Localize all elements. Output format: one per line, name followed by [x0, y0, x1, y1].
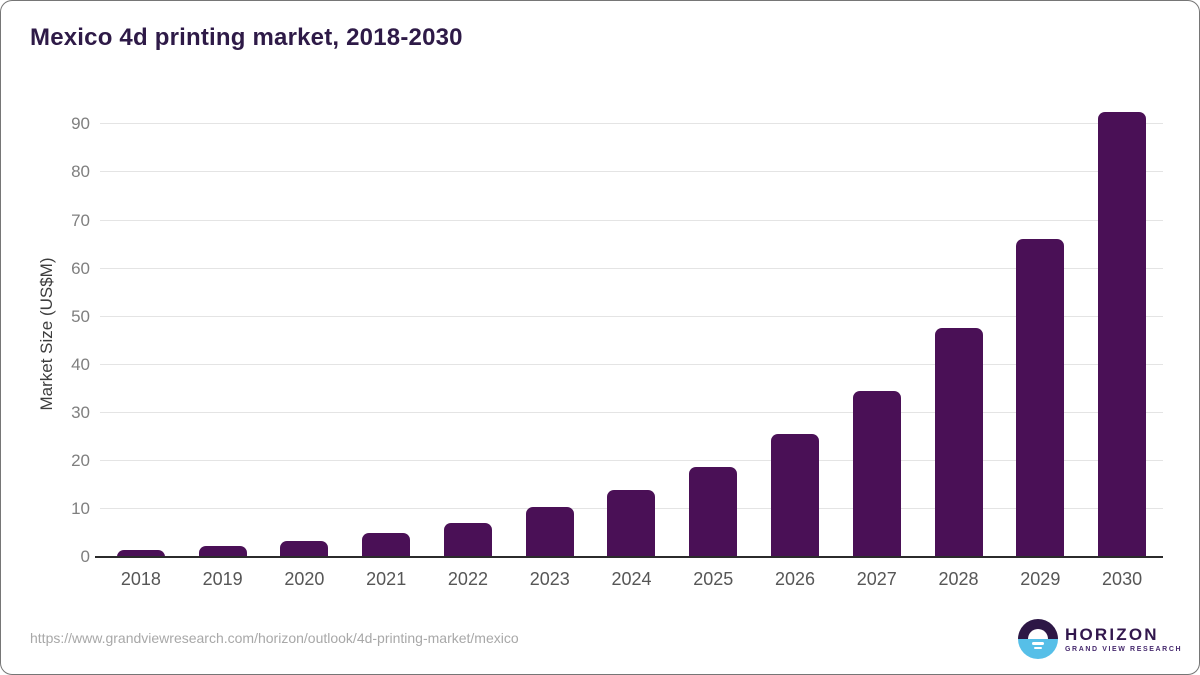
page-title: Mexico 4d printing market, 2018-2030 [30, 24, 463, 51]
gridline [100, 123, 1163, 125]
bar-2018 [116, 549, 165, 557]
brand-name: HORIZON [1065, 624, 1159, 644]
plot-area [100, 110, 1163, 557]
x-tick-label: 2029 [1020, 569, 1061, 589]
bar-2029 [1016, 238, 1065, 557]
bar-2021 [362, 532, 411, 557]
x-axis-labels: 2018 2019 2020 2021 2022 2023 2024 2025 2026 2027… [100, 569, 1163, 590]
gridline [100, 363, 1163, 365]
bar-2027 [852, 390, 901, 557]
horizon-sun-icon [1018, 619, 1058, 659]
y-tick-label: 60 [71, 258, 90, 278]
bar-2025 [689, 467, 738, 557]
brand-logo: HORIZON GRAND VIEW RESEARCH [1018, 619, 1182, 659]
bar-slot [100, 110, 182, 557]
bar-slot [182, 110, 264, 557]
gridline [100, 171, 1163, 173]
gridline [100, 267, 1163, 269]
bar-slot [591, 110, 673, 557]
x-tick-label: 2030 [1102, 569, 1143, 589]
x-tick-label: 2026 [774, 569, 816, 589]
bar-2020 [280, 540, 329, 557]
bar-slot [427, 110, 509, 557]
bar-slot [999, 110, 1081, 557]
x-tick-label: 2018 [120, 569, 161, 589]
gridline [100, 315, 1163, 317]
x-tick-label: 2020 [284, 569, 325, 589]
bar-slot [918, 110, 1000, 557]
bar-slot [345, 110, 427, 557]
bar-2026 [771, 434, 819, 557]
y-tick-label: 40 [71, 354, 90, 374]
bar-slot [1081, 110, 1163, 557]
gridline [100, 219, 1163, 221]
bar-2028 [934, 327, 983, 557]
y-tick-label: 50 [71, 306, 90, 326]
y-tick-label: 30 [71, 402, 90, 422]
y-tick-label: 20 [71, 450, 90, 470]
y-tick-label: 90 [71, 114, 90, 134]
x-tick-label: 2021 [366, 569, 407, 589]
bar-2030 [1098, 111, 1147, 557]
y-tick-label: 80 [71, 162, 90, 182]
x-tick-label: 2022 [447, 569, 488, 589]
y-tick-label: 0 [80, 547, 90, 566]
bar-2019 [198, 545, 247, 557]
bar-slot [754, 110, 836, 557]
bar-slot [264, 110, 346, 557]
x-tick-label: 2023 [529, 569, 570, 589]
gridline [100, 411, 1163, 413]
y-tick-label: 10 [71, 498, 90, 518]
source-url: https://www.grandviewresearch.com/horizo… [30, 630, 519, 646]
bar-series [100, 110, 1163, 557]
brand-subname: GRAND VIEW RESEARCH [1065, 645, 1183, 653]
bar-slot [836, 110, 918, 557]
bar-slot [672, 110, 754, 557]
x-tick-label: 2024 [611, 569, 652, 589]
brand-text: HORIZON GRAND VIEW RESEARCH [1065, 626, 1182, 653]
gridline [100, 459, 1163, 461]
x-axis-line [95, 556, 1163, 558]
bar-2024 [607, 490, 656, 557]
y-tick-label: 70 [71, 210, 90, 230]
bar-slot [509, 110, 591, 557]
x-tick-label: 2019 [202, 569, 243, 589]
x-tick-label: 2028 [938, 569, 979, 589]
bar-2022 [443, 523, 492, 557]
x-tick-label: 2025 [693, 569, 734, 589]
bar-2023 [525, 507, 574, 557]
x-tick-label: 2027 [856, 569, 897, 589]
